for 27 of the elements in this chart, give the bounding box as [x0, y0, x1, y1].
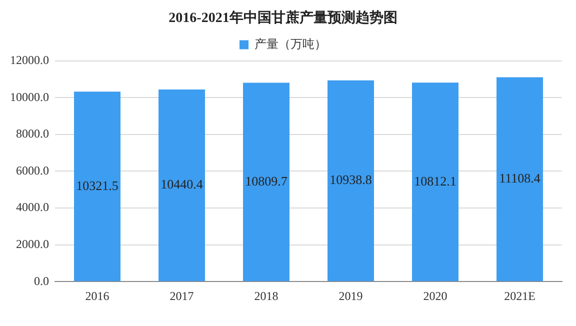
y-tick-label: 2000.0: [16, 236, 49, 251]
data-label: 10321.5: [76, 178, 118, 193]
bar: [496, 77, 543, 282]
bar: [412, 82, 458, 282]
x-tick-label: 2021E: [504, 288, 536, 303]
chart-title: 2016-2021年中国甘蔗产量预测趋势图: [168, 9, 398, 26]
x-tick-label: 2018: [254, 288, 278, 303]
x-tick-label: 2019: [338, 288, 363, 303]
data-label: 10938.8: [330, 172, 372, 188]
y-tick-label: 12000.0: [10, 52, 49, 67]
data-label: 10440.4: [160, 176, 204, 192]
x-tick-label: 2020: [423, 288, 448, 303]
bar: [328, 80, 374, 282]
y-tick-label: 8000.0: [16, 126, 49, 141]
data-label: 10809.7: [245, 173, 288, 188]
y-tick-label: 6000.0: [16, 163, 49, 178]
legend-label: 产量（万吨）: [254, 36, 326, 51]
data-label: 10812.1: [414, 173, 456, 188]
y-tick-label: 4000.0: [16, 200, 49, 214]
bar: [243, 82, 290, 282]
x-tick-label: 2017: [170, 288, 194, 303]
bar: [74, 92, 120, 282]
x-tick-label: 2016: [85, 288, 110, 303]
data-label: 11108.4: [499, 170, 541, 186]
bar: [158, 89, 205, 282]
y-tick-label: 10000.0: [10, 90, 49, 104]
y-tick-label: 0.0: [34, 274, 49, 288]
